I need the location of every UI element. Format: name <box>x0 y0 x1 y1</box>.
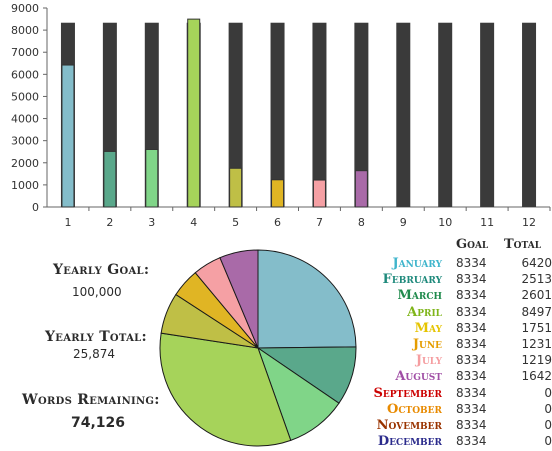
y-tick-label: 2000 <box>11 157 39 170</box>
total-column-header: Total <box>504 237 542 252</box>
x-tick-label: 7 <box>316 216 323 229</box>
yearly-total-value: 25,874 <box>73 347 115 361</box>
month-total: 2513 <box>521 272 552 287</box>
total-bar <box>312 179 326 208</box>
month-total: 2601 <box>521 288 552 303</box>
total-bar <box>229 167 243 208</box>
pie-slice-august <box>219 249 259 349</box>
goal-column-header: Goal <box>456 237 489 252</box>
words-remaining-label: Words Remaining: <box>22 392 160 408</box>
y-tick-label: 6000 <box>11 68 39 81</box>
month-goal: 8334 <box>456 353 487 368</box>
y-tick-label: 7000 <box>11 46 39 59</box>
pie-slice-january <box>257 249 357 349</box>
month-goal: 8334 <box>456 418 487 432</box>
month-name: February <box>382 272 442 288</box>
table-row: May 8334 1751 <box>362 321 552 338</box>
month-name: December <box>377 434 442 450</box>
month-goal: 8334 <box>456 385 487 400</box>
goal-bar <box>480 22 495 208</box>
table-row: July 8334 1219 <box>362 353 552 370</box>
table-row: June 8334 1231 <box>362 337 552 354</box>
month-total: 6420 <box>521 256 552 270</box>
x-tick-label: 6 <box>274 216 281 229</box>
table-row: October 8334 0 <box>362 402 552 419</box>
month-name: July <box>415 353 442 369</box>
month-name: May <box>414 320 442 336</box>
table-row: February 8334 2513 <box>362 272 552 289</box>
table-row: March 8334 2601 <box>362 288 552 305</box>
x-tick-label: 12 <box>522 216 536 229</box>
total-bar <box>103 150 117 208</box>
month-goal: 8334 <box>456 369 487 384</box>
total-bar <box>187 18 201 208</box>
goal-bar <box>270 22 285 208</box>
month-goal: 8334 <box>456 272 487 287</box>
month-name: November <box>376 418 442 433</box>
total-bar <box>145 148 159 208</box>
month-name: October <box>387 401 442 417</box>
month-total: 8497 <box>521 304 552 319</box>
month-goal: 8334 <box>456 288 487 303</box>
month-total: 0 <box>544 434 552 449</box>
x-tick-label: 10 <box>438 216 452 229</box>
table-row: December 8334 0 <box>362 434 552 451</box>
table-row: August 8334 1642 <box>362 369 552 386</box>
month-total: 0 <box>544 418 552 432</box>
total-bar <box>271 179 285 208</box>
goal-bar <box>228 22 243 208</box>
month-name: June <box>412 337 442 352</box>
y-tick-label: 9000 <box>11 2 39 15</box>
monthly-pie-chart <box>159 249 357 447</box>
pie-slice-april <box>159 332 292 447</box>
x-tick-label: 11 <box>480 216 494 229</box>
month-total: 0 <box>544 385 552 400</box>
yearly-goal-value: 100,000 <box>72 285 122 299</box>
month-name: January <box>392 256 442 271</box>
month-name: August <box>395 369 442 385</box>
x-tick-label: 9 <box>400 216 407 229</box>
goal-bar <box>438 22 453 208</box>
goal-bar <box>396 22 411 208</box>
month-goal: 8334 <box>456 320 487 335</box>
x-tick-label: 8 <box>358 216 365 229</box>
y-tick-label: 1000 <box>11 179 39 192</box>
goal-bar <box>522 22 537 208</box>
month-total: 0 <box>544 401 552 416</box>
month-goal: 8334 <box>456 434 487 449</box>
x-tick-label: 2 <box>106 216 113 229</box>
month-goal: 8334 <box>456 256 487 270</box>
x-tick-label: 1 <box>64 216 71 229</box>
month-total: 1219 <box>521 353 552 368</box>
y-tick-label: 5000 <box>11 90 39 103</box>
y-tick-label: 3000 <box>11 135 39 148</box>
total-bar <box>61 64 75 208</box>
y-tick-label: 0 <box>32 201 39 214</box>
month-total: 1231 <box>521 337 552 351</box>
table-row: April 8334 8497 <box>362 305 552 322</box>
month-goal: 8334 <box>456 337 487 351</box>
yearly-total-label: Yearly Total: <box>45 329 147 345</box>
month-goal: 8334 <box>456 304 487 319</box>
month-total: 1751 <box>521 320 552 335</box>
x-tick-label: 4 <box>190 216 197 229</box>
goal-bar <box>312 22 327 208</box>
x-tick-label: 3 <box>148 216 155 229</box>
month-name: September <box>373 385 442 401</box>
table-row: September 8334 0 <box>362 386 552 403</box>
month-name: March <box>397 288 442 304</box>
month-name: April <box>407 304 442 320</box>
total-bar <box>354 170 368 208</box>
y-tick-label: 4000 <box>11 113 39 126</box>
y-tick-label: 8000 <box>11 24 39 37</box>
table-row: November 8334 0 <box>362 418 552 435</box>
x-tick-label: 5 <box>232 216 239 229</box>
month-total: 1642 <box>521 369 552 384</box>
table-row: January 8334 6420 <box>362 256 552 273</box>
month-goal: 8334 <box>456 401 487 416</box>
words-remaining-value: 74,126 <box>71 415 126 431</box>
yearly-goal-label: Yearly Goal: <box>53 262 150 278</box>
goal-bar <box>354 22 369 208</box>
